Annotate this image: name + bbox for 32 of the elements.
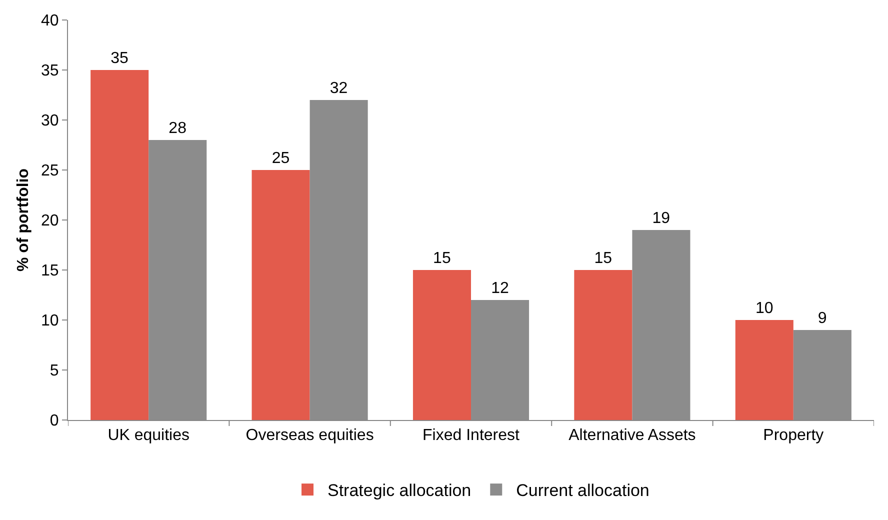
data-label: 19: [652, 210, 670, 227]
y-tick-label: 10: [41, 312, 59, 330]
bar: [574, 270, 632, 420]
data-label: 9: [818, 310, 827, 327]
y-tick-label: 0: [50, 412, 59, 430]
y-tick-label: 30: [41, 112, 59, 130]
bar: [735, 320, 794, 420]
y-tick-label: 20: [41, 212, 59, 230]
y-tick-label: 5: [50, 362, 59, 380]
data-label: 35: [110, 50, 129, 67]
y-tick-label: 35: [41, 62, 59, 80]
legend-label: Strategic allocation: [328, 481, 472, 500]
x-tick-label: Property: [763, 427, 824, 444]
data-label: 28: [168, 120, 187, 137]
bar: [412, 270, 471, 420]
data-label: 32: [330, 80, 348, 97]
data-label: 10: [755, 300, 774, 317]
data-label: 25: [272, 150, 290, 167]
data-label: 15: [433, 250, 451, 267]
bar: [90, 70, 149, 420]
y-axis-title: % of portfolio: [14, 168, 32, 272]
y-tick-label: 25: [41, 162, 59, 180]
x-tick-label: UK equities: [108, 427, 190, 444]
data-label: 15: [594, 250, 612, 267]
x-tick-label: Overseas equities: [246, 427, 374, 444]
data-label: 12: [491, 280, 509, 297]
legend-label: Current allocation: [516, 481, 650, 500]
bar: [252, 170, 310, 420]
y-tick-label: 15: [41, 262, 59, 280]
x-tick-label: Alternative Assets: [568, 427, 696, 444]
y-tick-label: 40: [41, 12, 59, 30]
x-tick-label: Fixed Interest: [422, 427, 520, 444]
